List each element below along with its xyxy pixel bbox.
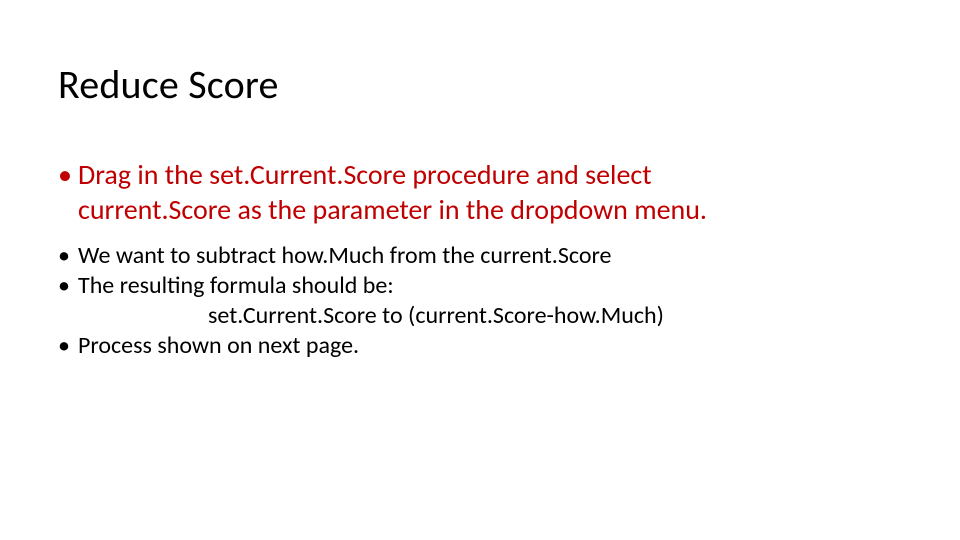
- text-currentscore2: current.Score: [480, 241, 611, 270]
- sub-bullet-3: Process shown on next page.: [58, 331, 902, 361]
- text-we-want-subtract: We want to subtract: [78, 241, 281, 270]
- text-process-next-page: Process shown on next page.: [78, 331, 359, 360]
- text-resulting-formula: The resulting formula should be:: [78, 271, 394, 300]
- sub-bullet-1: We want to subtract how.Much from the cu…: [58, 241, 902, 271]
- slide: Reduce Score Drag in the set.Current.Sco…: [0, 0, 960, 361]
- text-howmuch: how.Much: [281, 241, 384, 270]
- main-bullet-line1: Drag in the set.Current.Score procedure …: [58, 157, 902, 192]
- sub-bullet-2-indent: set.Current.Score to (current.Score-how.…: [58, 301, 902, 331]
- text-procedure-select: procedure and select: [406, 157, 652, 192]
- text-from-the: from the: [384, 241, 480, 270]
- text-formula: set.Current.Score to (current.Score-how.…: [208, 301, 664, 330]
- text-currentscore: current.Score: [78, 192, 231, 227]
- text-setcurrentscore: set.Current.Score: [209, 157, 406, 192]
- sub-bullet-2: The resulting formula should be:: [58, 271, 902, 301]
- bullets-container: Drag in the set.Current.Score procedure …: [58, 157, 902, 361]
- text-drag-in: Drag in the: [78, 157, 209, 192]
- main-bullet-line2: current.Score as the parameter in the dr…: [58, 192, 902, 227]
- sub-bullets: We want to subtract how.Much from the cu…: [58, 241, 902, 361]
- slide-title: Reduce Score: [58, 60, 902, 109]
- text-parameter-dropdown: as the parameter in the dropdown menu.: [231, 192, 707, 227]
